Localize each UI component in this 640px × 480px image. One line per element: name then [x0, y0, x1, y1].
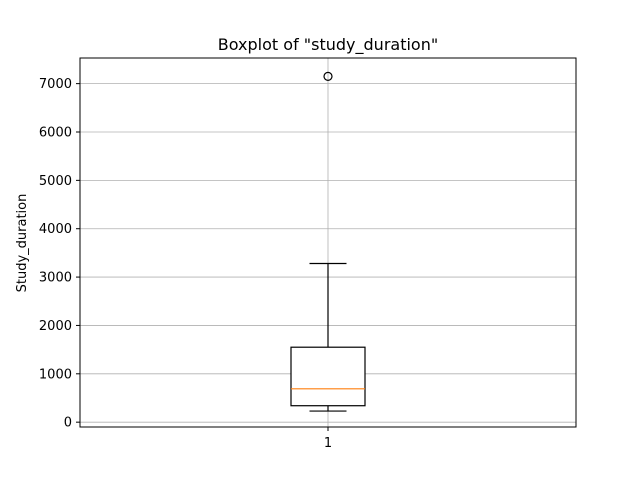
- y-tick-label: 6000: [39, 125, 72, 140]
- chart-title: Boxplot of "study_duration": [218, 35, 438, 55]
- axis-layer: 0 1000 2000 3000 4000 5000 6000 7000 1: [39, 77, 332, 451]
- y-tick-label: 7000: [39, 77, 72, 92]
- y-tick-label: 5000: [39, 174, 72, 189]
- y-axis-label: Study_duration: [15, 194, 30, 293]
- grid-layer: [80, 58, 576, 427]
- y-tick-label: 1000: [39, 367, 72, 382]
- outlier-point: [323, 71, 333, 81]
- y-tick-label: 3000: [39, 271, 72, 286]
- plot-layer: [290, 71, 366, 412]
- x-tick-label: 1: [324, 436, 332, 451]
- y-tick-label: 0: [64, 416, 72, 431]
- y-tick-label: 4000: [39, 222, 72, 237]
- y-tick-label: 2000: [39, 319, 72, 334]
- iqr-box: [290, 346, 366, 407]
